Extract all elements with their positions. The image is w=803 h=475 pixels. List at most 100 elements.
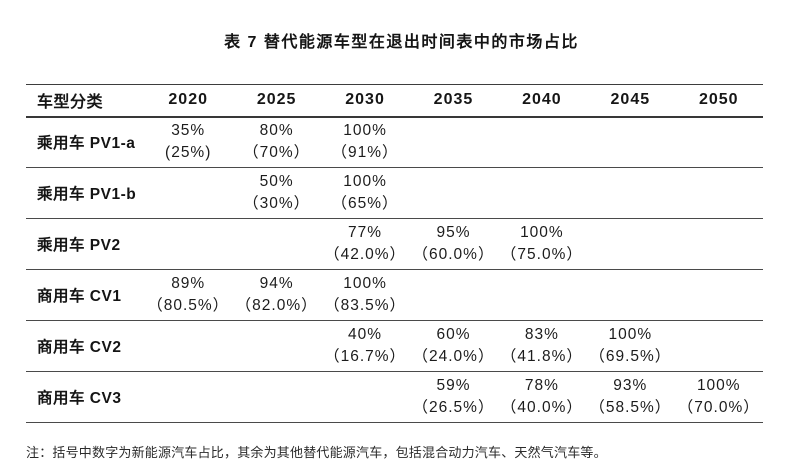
table-cell: 95% （60.0%）: [409, 218, 498, 270]
cell-main-value: 100%: [520, 224, 564, 241]
column-header-2040: 2040: [497, 84, 587, 118]
cell-sub-value: （40.0%）: [500, 399, 583, 416]
table-cell: [232, 218, 321, 270]
cell-sub-value: （91%）: [331, 144, 399, 162]
footnote: 注：括号中数字为新能源汽车占比，其余为其他替代能源汽车，包括混合动力汽车、天然气…: [26, 445, 607, 460]
table-cell: 100% （83.5%）: [320, 269, 410, 321]
cell-main-value: 100%: [343, 275, 387, 292]
table-cell: 89% （80.5%）: [144, 269, 233, 321]
cell-main-value: 100%: [343, 122, 387, 140]
table-cell: 94% （82.0%）: [232, 269, 321, 321]
table-cell: [674, 320, 763, 372]
table-cell: [586, 269, 675, 321]
table-cell: 100% （70.0%）: [674, 371, 763, 423]
cell-main-value: 95%: [436, 224, 471, 241]
cell-main-value: 60%: [436, 326, 471, 343]
column-header-2020: 2020: [144, 84, 233, 118]
table-cell: [409, 167, 498, 219]
table-cell: 100% （91%）: [320, 116, 410, 168]
table-row-cv2: 商用车 CV2 40% （16.7%） 60% （24.0%） 83% （41.8%）…: [26, 320, 763, 372]
row-label: 商用车 CV2: [26, 320, 144, 372]
table-cell: 100% （65%）: [320, 167, 410, 219]
table-cell: [497, 167, 587, 219]
cell-main-value: 40%: [348, 326, 383, 343]
cell-main-value: 59%: [436, 377, 471, 394]
table-cell: [497, 116, 587, 168]
table-row-cv1: 商用车 CV1 89% （80.5%） 94% （82.0%） 100% （83.5%…: [26, 269, 763, 321]
cell-main-value: 83%: [524, 326, 559, 343]
column-header-2025: 2025: [232, 84, 321, 118]
table-cell: [674, 167, 763, 219]
cell-sub-value: （83.5%）: [324, 297, 407, 314]
table-cell: 100% （69.5%）: [586, 320, 675, 372]
cell-main-value: 100%: [343, 173, 387, 190]
cell-main-value: 80%: [259, 122, 294, 140]
cell-sub-value: （70%）: [243, 144, 311, 162]
table-cell: 77% （42.0%）: [320, 218, 410, 270]
table-cell: [409, 269, 498, 321]
column-header-2045: 2045: [586, 84, 675, 118]
row-label: 商用车 CV1: [26, 269, 144, 321]
table-cell: 40% （16.7%）: [320, 320, 410, 372]
cell-main-value: 50%: [259, 173, 294, 190]
cell-main-value: 78%: [524, 377, 559, 394]
cell-sub-value: （41.8%）: [500, 348, 583, 365]
row-label: 商用车 CV3: [26, 371, 144, 423]
table-cell: 93% （58.5%）: [586, 371, 675, 423]
table-title: 表 7 替代能源车型在退出时间表中的市场占比: [224, 34, 579, 51]
table-cell: 78% （40.0%）: [497, 371, 587, 423]
table-cell: 80% （70%）: [232, 116, 321, 168]
cell-sub-value: （26.5%）: [412, 399, 495, 416]
table-cell: 35% (25%): [144, 116, 233, 168]
table-cell: [497, 269, 587, 321]
table-cell: 50% （30%）: [232, 167, 321, 219]
cell-sub-value: (25%): [165, 144, 212, 162]
cell-sub-value: （82.0%）: [235, 297, 318, 314]
table-row-pv1b: 乘用车 PV1-b 50% （30%） 100% （65%）: [26, 167, 763, 219]
table-cell: [409, 116, 498, 168]
cell-sub-value: （60.0%）: [412, 246, 495, 263]
table-cell: [320, 371, 410, 423]
table-cell: 100% （75.0%）: [497, 218, 587, 270]
table-cell: [586, 116, 675, 168]
cell-sub-value: （80.5%）: [147, 297, 230, 314]
table-cell: [586, 167, 675, 219]
cell-sub-value: （58.5%）: [589, 399, 672, 416]
cell-sub-value: （42.0%）: [324, 246, 407, 263]
column-header-2050: 2050: [674, 84, 763, 118]
row-label: 乘用车 PV1-a: [26, 116, 144, 168]
table-cell: [674, 218, 763, 270]
header-row: 车型分类 2020 2025 2030 2035 2040 2045 2050: [26, 84, 763, 118]
column-header-category: 车型分类: [26, 84, 144, 118]
table-row-pv2: 乘用车 PV2 77% （42.0%） 95% （60.0%） 100% （75.0%…: [26, 218, 763, 270]
cell-main-value: 35%: [171, 122, 206, 140]
cell-main-value: 100%: [608, 326, 653, 343]
cell-main-value: 77%: [348, 224, 383, 241]
table-cell: 59% （26.5%）: [409, 371, 498, 423]
table-cell: 83% （41.8%）: [497, 320, 587, 372]
table-cell: [144, 218, 233, 270]
row-label: 乘用车 PV2: [26, 218, 144, 270]
cell-main-value: 89%: [171, 275, 206, 292]
table-cell: [674, 269, 763, 321]
column-header-2035: 2035: [409, 84, 498, 118]
cell-sub-value: （69.5%）: [589, 348, 672, 365]
cell-sub-value: （16.7%）: [324, 348, 407, 365]
table-cell: [232, 320, 321, 372]
cell-main-value: 93%: [613, 377, 648, 394]
cell-sub-value: （24.0%）: [412, 348, 495, 365]
cell-sub-value: （75.0%）: [500, 246, 583, 263]
cell-main-value: 100%: [696, 377, 741, 394]
market-share-table: 车型分类 2020 2025 2030 2035 2040 2045 2050 …: [26, 84, 763, 423]
table-row-pv1a: 乘用车 PV1-a 35% (25%) 80% （70%） 100% （91%）: [26, 116, 763, 168]
table-cell: [586, 218, 675, 270]
table-cell: [232, 371, 321, 423]
table-cell: [674, 116, 763, 168]
cell-sub-value: （30%）: [243, 195, 311, 212]
column-header-2030: 2030: [320, 84, 410, 118]
table-row-cv3: 商用车 CV3 59% （26.5%） 78% （40.0%） 93% （58.5%）…: [26, 371, 763, 423]
row-label: 乘用车 PV1-b: [26, 167, 144, 219]
table-cell: [144, 167, 233, 219]
table-cell: [144, 371, 233, 423]
